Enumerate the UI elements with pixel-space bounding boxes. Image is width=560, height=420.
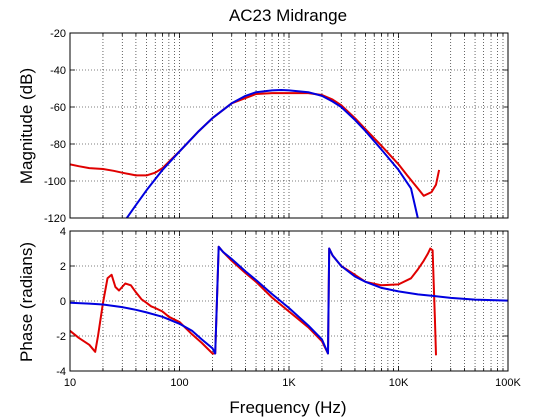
phase-y-ticks: 4 2 0 -2 -4 (56, 226, 66, 378)
magnitude-series-line-model (125, 89, 419, 218)
chart-title: AC23 Midrange (229, 6, 347, 25)
phase-y-tick-label: -2 (56, 331, 66, 343)
x-tick-label: 100 (170, 377, 188, 389)
phase-x-ticks: 10 100 1K 10K 100K (64, 377, 522, 389)
magnitude-grid (69, 32, 508, 219)
magnitude-y-tick-label: -60 (50, 102, 66, 114)
x-axis-label: Frequency (Hz) (229, 398, 346, 417)
x-tick-label: 10 (64, 377, 76, 389)
magnitude-y-axis-label: Magnitude (dB) (17, 68, 36, 184)
magnitude-series (70, 89, 441, 218)
x-tick-label: 1K (282, 377, 296, 389)
phase-y-tick-label: 2 (60, 261, 66, 273)
x-tick-label: 100K (495, 377, 521, 389)
x-tick-label: 10K (389, 377, 409, 389)
phase-y-tick-label: -4 (56, 366, 66, 378)
magnitude-y-tick-label: -80 (50, 139, 66, 151)
phase-y-tick-label: 4 (60, 226, 66, 238)
magnitude-plot-frame (69, 32, 509, 219)
magnitude-y-tick-label: -100 (44, 176, 66, 188)
phase-panel: 4 2 0 -2 -4 10 100 1K 10K 100K Phase (radians) (17, 226, 522, 389)
magnitude-y-tick-label: -120 (44, 213, 66, 225)
magnitude-y-ticks: -20 -40 -60 -80 -100 -120 (44, 28, 66, 225)
magnitude-panel: -20 -40 -60 -80 -100 -120 Magnitude (dB) (17, 28, 509, 225)
magnitude-y-tick-label: -20 (50, 28, 66, 40)
phase-series-line-model (70, 245, 508, 355)
phase-plot-frame (69, 230, 509, 372)
phase-y-tick-label: 0 (60, 296, 66, 308)
magnitude-y-tick-label: -40 (50, 65, 66, 77)
phase-series (70, 245, 508, 356)
phase-y-axis-label: Phase (radians) (17, 242, 36, 362)
magnitude-series-line-measured (70, 92, 441, 197)
